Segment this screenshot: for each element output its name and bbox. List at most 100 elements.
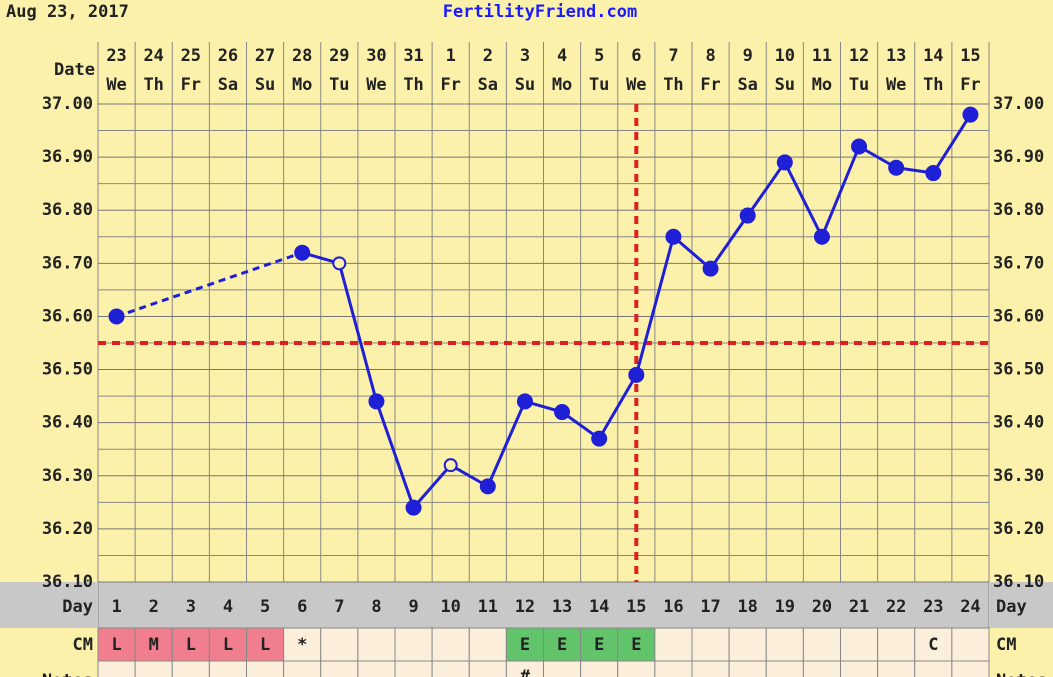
cm-value: *	[297, 635, 307, 655]
note: #	[520, 667, 531, 677]
x-date-label: 5	[594, 46, 604, 66]
temp-point	[332, 256, 347, 271]
notes-cell	[468, 660, 507, 677]
temp-point	[776, 154, 793, 171]
temp-point	[368, 393, 385, 410]
x-date-label: 26	[218, 46, 238, 66]
x-weekday-label: Su	[515, 75, 535, 95]
day-label: Day	[62, 597, 93, 617]
cycle-day: 10	[440, 597, 460, 617]
day-row	[97, 581, 990, 629]
temp-point	[108, 308, 125, 325]
cycle-day: 18	[737, 597, 757, 617]
cm-cell	[765, 627, 804, 662]
temp-point	[591, 430, 608, 447]
x-date-label: 14	[923, 46, 943, 66]
y-tick-label: 36.50	[42, 360, 93, 380]
cm-cell	[320, 627, 359, 662]
notes-cell	[580, 660, 619, 677]
cm-value: L	[111, 635, 121, 655]
notes-cell	[171, 660, 210, 677]
notes-cell	[691, 660, 730, 677]
cm-label-right: CM	[996, 635, 1016, 655]
x-weekday-label: Tu	[589, 75, 609, 95]
x-date-label: 15	[960, 46, 980, 66]
cm-value: E	[557, 635, 567, 655]
cm-value: L	[223, 635, 233, 655]
cycle-day: 12	[515, 597, 535, 617]
temp-point	[962, 106, 979, 123]
x-date-label: 13	[886, 46, 906, 66]
temp-gap-line	[116, 251, 303, 318]
cycle-day: 9	[408, 597, 418, 617]
cm-value: E	[631, 635, 641, 655]
x-weekday-label: Mo	[552, 75, 572, 95]
cycle-day: 15	[626, 597, 646, 617]
notes-cell	[246, 660, 285, 677]
x-date-label: 29	[329, 46, 349, 66]
cm-cell	[802, 627, 841, 662]
x-date-label: 9	[743, 46, 753, 66]
notes-cell	[134, 660, 173, 677]
notes-cell	[97, 660, 136, 677]
x-date-label: 25	[181, 46, 201, 66]
temp-point	[516, 393, 533, 410]
cm-cell	[691, 627, 730, 662]
x-date-label: 24	[143, 46, 163, 66]
x-date-label: 10	[775, 46, 795, 66]
cm-cell	[914, 627, 953, 662]
y-tick-label: 36.30	[42, 466, 93, 486]
x-weekday-label: Th	[663, 75, 683, 95]
x-date-label: 4	[557, 46, 567, 66]
temp-point	[554, 404, 571, 421]
x-weekday-label: We	[366, 75, 386, 95]
y2-tick-label: 37.00	[993, 94, 1044, 114]
cycle-day: 5	[260, 597, 270, 617]
notes-cell	[283, 660, 322, 677]
notes-cell	[951, 660, 990, 677]
cycle-day: 13	[552, 597, 572, 617]
notes-cell	[877, 660, 916, 677]
cm-cell	[951, 627, 990, 662]
x-date-label: 3	[520, 46, 530, 66]
notes-label: Notes	[42, 671, 93, 677]
cm-cell	[728, 627, 767, 662]
cycle-day: 6	[297, 597, 307, 617]
y2-tick-label: 36.80	[993, 200, 1044, 220]
cm-cell	[246, 627, 285, 662]
temp-point	[294, 244, 311, 261]
y2-tick-label: 36.20	[993, 519, 1044, 539]
cycle-day: 3	[186, 597, 196, 617]
cm-value: L	[186, 635, 196, 655]
x-weekday-label: Su	[775, 75, 795, 95]
x-weekday-label: Mo	[292, 75, 312, 95]
x-date-label: 1	[446, 46, 456, 66]
temp-point	[851, 138, 868, 155]
temp-line	[301, 113, 972, 511]
cycle-day: 4	[223, 597, 233, 617]
x-weekday-label: We	[886, 75, 906, 95]
cycle-day: 14	[589, 597, 609, 617]
x-date-label: 28	[292, 46, 312, 66]
notes-cell	[394, 660, 433, 677]
y-tick-label: 36.80	[42, 200, 93, 220]
temp-point	[739, 207, 756, 224]
cm-cell	[654, 627, 693, 662]
x-weekday-label: Th	[923, 75, 943, 95]
temp-point	[628, 366, 645, 383]
temp-point	[665, 228, 682, 245]
cm-label: CM	[73, 635, 93, 655]
y-tick-label: 36.10	[42, 572, 93, 592]
cycle-day: 11	[478, 597, 498, 617]
x-weekday-label: Th	[403, 75, 423, 95]
x-date-label: 11	[812, 46, 832, 66]
notes-cell	[543, 660, 582, 677]
temp-point	[925, 165, 942, 182]
x-weekday-label: Sa	[737, 75, 757, 95]
y2-tick-label: 36.90	[993, 147, 1044, 167]
x-weekday-label: Th	[143, 75, 163, 95]
y2-tick-label: 36.40	[993, 413, 1044, 433]
notes-cell	[802, 660, 841, 677]
